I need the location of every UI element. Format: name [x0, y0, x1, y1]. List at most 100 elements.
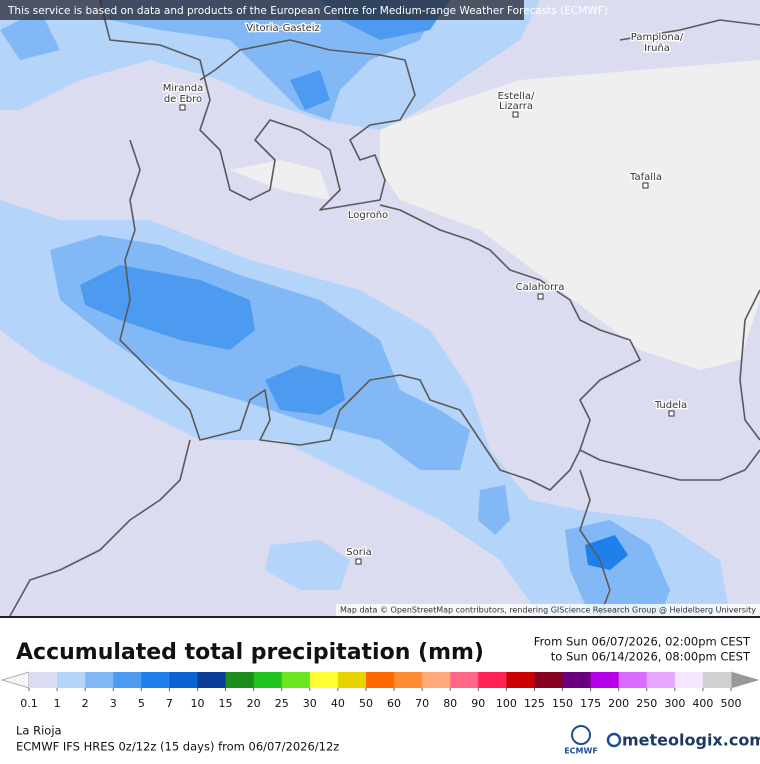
map-frame — [0, 616, 760, 618]
place-label: Tafalla — [629, 172, 662, 183]
scale-box — [618, 672, 648, 688]
scale-box — [450, 672, 479, 688]
scale-box — [113, 672, 142, 688]
place-label: Pamplona/ — [631, 32, 684, 43]
scale-box — [646, 672, 676, 688]
scale-label: 0.1 — [20, 697, 38, 710]
scale-box — [281, 672, 311, 688]
place-label: Lizarra — [499, 101, 533, 112]
scale-box — [674, 672, 704, 688]
period-start: From Sun 06/07/2026, 02:00pm CEST — [534, 635, 751, 649]
scale-label: 150 — [552, 697, 573, 710]
scale-box — [590, 672, 620, 688]
place-markers — [179, 104, 675, 565]
scale-arrow-left — [0, 671, 30, 689]
scale-label: 5 — [138, 697, 145, 710]
scale-box — [225, 672, 255, 688]
precip-heavy — [290, 0, 450, 110]
place-label: Soria — [346, 547, 371, 558]
scale-label: 125 — [524, 697, 545, 710]
scale-box — [253, 672, 283, 688]
scale-box — [309, 672, 339, 688]
scale-box — [394, 672, 423, 688]
notice: This service is based on data and produc… — [7, 5, 608, 17]
border — [579, 469, 611, 617]
meteologix-logo: meteologix.com — [606, 731, 760, 750]
scale-label: 200 — [608, 697, 629, 710]
attribution-bar — [336, 604, 760, 616]
scale-box — [422, 672, 451, 688]
scale-arrow-right — [730, 671, 760, 689]
place-marker — [642, 182, 649, 189]
scale-box — [57, 672, 86, 688]
border — [739, 289, 760, 441]
scale-box — [702, 672, 732, 688]
scale-box — [29, 672, 58, 688]
place-marker — [537, 293, 544, 300]
place-label: de Ebro — [164, 94, 202, 105]
period-end: to Sun 06/14/2026, 08:00pm CEST — [551, 650, 751, 664]
border — [99, 0, 416, 211]
place-label: Vitoria-Gasteiz — [246, 23, 320, 34]
color-scale: 0.1 1 2 3 5 7 10 15 20 25 30 40 50 60 70 80 90 100 125 150 1… — [0, 671, 760, 710]
scale-box — [478, 672, 507, 688]
place-label: Tudela — [654, 400, 687, 411]
scale-label: 70 — [415, 697, 429, 710]
logo-text: meteologix.com — [622, 731, 760, 750]
place-marker — [355, 558, 362, 565]
scale-label: 90 — [471, 697, 485, 710]
scale-label: 7 — [166, 697, 173, 710]
ecmwf-logo: ECMWF — [564, 725, 598, 756]
scale-box — [562, 672, 592, 688]
scale-label: 60 — [387, 697, 401, 710]
precip-heavy — [80, 265, 255, 350]
scale-label: 3 — [110, 697, 117, 710]
scale-label: 400 — [692, 697, 713, 710]
region: La Rioja — [16, 724, 62, 738]
scale-label: 500 — [721, 697, 742, 710]
precip-mid — [478, 485, 510, 535]
scale-label: 1 — [54, 697, 61, 710]
scale-label: 10 — [190, 697, 204, 710]
scale-label: 2 — [82, 697, 89, 710]
scale-label: 50 — [359, 697, 373, 710]
border — [579, 449, 760, 481]
scale-label: 30 — [303, 697, 317, 710]
logo-mark — [606, 732, 622, 748]
notice-bar — [0, 0, 524, 20]
precip-heavy — [265, 365, 345, 415]
scale-box — [534, 672, 564, 688]
place-label: Calahorra — [516, 282, 565, 293]
legend-title: Accumulated total precipitation (mm) — [16, 640, 484, 665]
scale-label: 300 — [664, 697, 685, 710]
logo-mark — [571, 725, 591, 745]
border — [119, 139, 641, 491]
dry-area — [380, 60, 760, 370]
place-label: Iruña — [644, 43, 670, 54]
scale-label: 175 — [580, 697, 601, 710]
place-label: Estella/ — [498, 91, 535, 102]
place-label: Logroño — [348, 210, 388, 221]
precip-heavy — [585, 535, 628, 570]
border — [619, 19, 760, 41]
scale-box — [337, 672, 367, 688]
scale-label: 25 — [275, 697, 289, 710]
border — [9, 439, 191, 617]
precip-mid — [0, 0, 440, 120]
scale-label: 20 — [247, 697, 261, 710]
scale-box — [169, 672, 198, 688]
precip-light — [265, 540, 350, 590]
scale-box — [197, 672, 227, 688]
scale-label: 80 — [443, 697, 457, 710]
logo-text: ECMWF — [564, 747, 598, 756]
map: Vitoria-Gasteiz Pamplona/ Iruña Miranda … — [0, 0, 760, 618]
scale-box — [506, 672, 535, 688]
scale-label: 100 — [496, 697, 517, 710]
place-label: Miranda — [163, 83, 203, 94]
scale-label: 40 — [331, 697, 345, 710]
scale-label: 250 — [636, 697, 657, 710]
dry-area — [230, 160, 330, 200]
scale-box — [85, 672, 114, 688]
model-info: ECMWF IFS HRES 0z/12z (15 days) from 06/… — [16, 740, 339, 754]
